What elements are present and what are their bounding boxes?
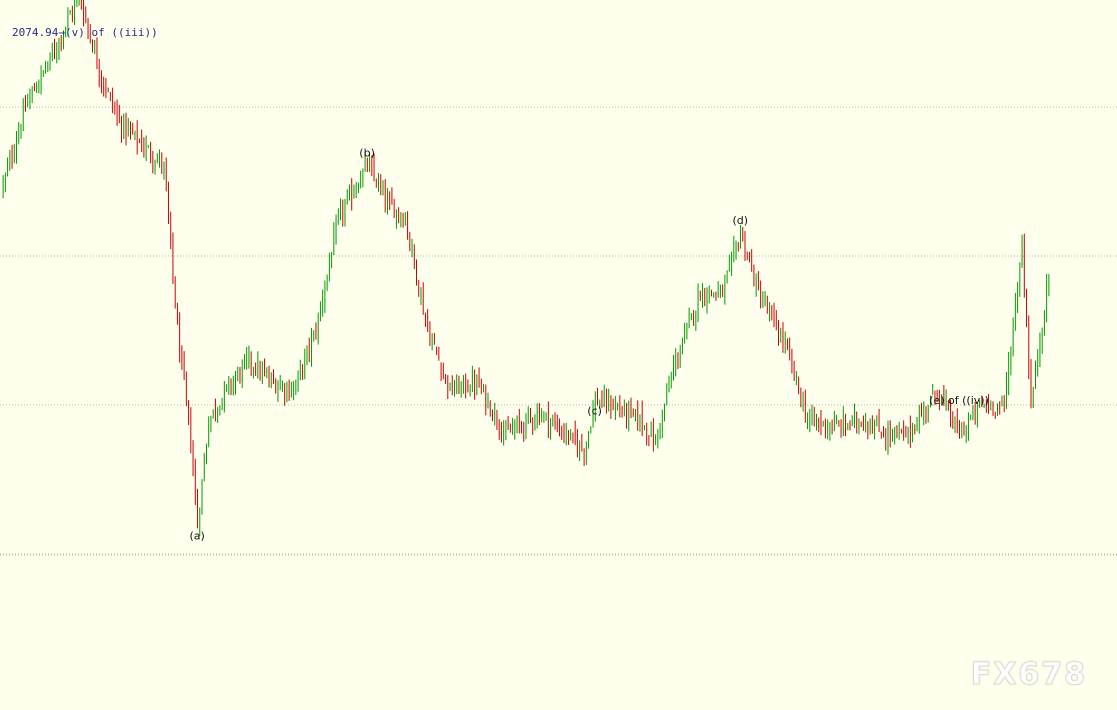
wave-label: (b)	[359, 146, 375, 159]
wave-label: (c)	[587, 405, 602, 418]
wave-label: (d)	[733, 214, 749, 227]
candle-layer	[2, 0, 1050, 536]
high-price-label: 2074.94→(v) of ((iii))	[12, 26, 158, 39]
watermark: FX678	[970, 657, 1087, 693]
wave-label: (e) of ((iv))	[929, 394, 989, 407]
grid-layer	[0, 106, 1117, 556]
wave-label: (a)	[190, 530, 205, 543]
label-layer: 2074.94→(v) of ((iii)) (a) (b) (c) (d) (e) o…	[12, 26, 989, 543]
